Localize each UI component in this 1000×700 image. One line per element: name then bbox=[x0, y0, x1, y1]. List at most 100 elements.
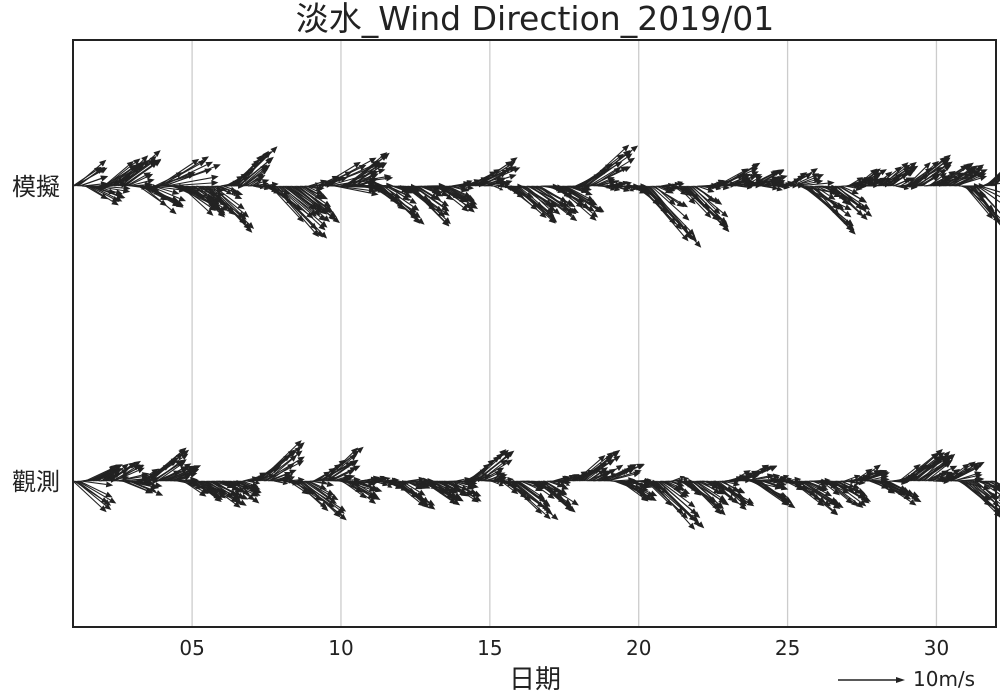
wind-arrow bbox=[189, 185, 226, 218]
wind-arrow bbox=[659, 480, 696, 508]
quiver-key-label: 10m/s bbox=[913, 667, 975, 691]
wind-arrow bbox=[77, 480, 117, 504]
wind-arrow bbox=[214, 480, 238, 497]
wind-arrow bbox=[365, 480, 376, 486]
wind-arrow bbox=[787, 174, 805, 187]
wind-arrow bbox=[732, 177, 747, 187]
wind-arrow bbox=[948, 461, 985, 482]
wind-arrow bbox=[539, 185, 568, 203]
quiver-key: 10m/s bbox=[838, 667, 975, 691]
wind-arrow bbox=[695, 185, 715, 203]
wind-arrow bbox=[738, 180, 751, 187]
x-axis-label: 日期 bbox=[509, 665, 561, 695]
wind-arrow bbox=[648, 185, 692, 240]
wind-arrow bbox=[774, 480, 785, 485]
wind-arrow bbox=[381, 185, 421, 224]
wind-arrow bbox=[116, 155, 149, 187]
wind-arrow bbox=[931, 471, 946, 482]
wind-arrow bbox=[303, 480, 337, 504]
wind-arrow bbox=[360, 179, 375, 187]
wind-arrow bbox=[379, 477, 391, 482]
wind-arrow bbox=[840, 185, 859, 195]
wind-arrow bbox=[881, 162, 909, 187]
wind-arrow bbox=[898, 464, 921, 482]
wind-arrow bbox=[876, 166, 902, 187]
wind-arrow bbox=[401, 480, 426, 496]
wind-arrow bbox=[808, 185, 854, 232]
wind-arrow bbox=[879, 480, 917, 506]
wind-arrow bbox=[768, 476, 780, 482]
wind-arrow bbox=[743, 175, 763, 187]
wind-arrow bbox=[446, 480, 482, 502]
wind-arrow bbox=[663, 185, 675, 192]
wind-arrow bbox=[482, 471, 503, 482]
wind-arrow bbox=[556, 185, 597, 221]
wind-arrow bbox=[506, 480, 543, 515]
wind-arrow bbox=[288, 185, 331, 223]
wind-arrow bbox=[160, 156, 210, 187]
wind-arrow bbox=[262, 450, 303, 482]
wind-arrow bbox=[759, 480, 786, 500]
wind-arrow bbox=[742, 466, 778, 482]
wind-arrow bbox=[165, 174, 219, 187]
wind-arrow bbox=[413, 185, 450, 211]
wind-arrow bbox=[423, 480, 461, 506]
wind-arrow bbox=[93, 464, 118, 482]
wind-arrow bbox=[541, 480, 572, 508]
wind-arrow bbox=[359, 480, 373, 488]
wind-arrow bbox=[114, 464, 144, 482]
quiver-key-arrowhead bbox=[896, 677, 905, 683]
wind-arrow bbox=[860, 175, 881, 187]
wind-arrow bbox=[473, 449, 509, 482]
wind-arrow bbox=[975, 185, 1000, 214]
wind-arrow bbox=[844, 474, 861, 482]
wind-arrow bbox=[755, 170, 785, 187]
wind-arrow bbox=[259, 442, 305, 482]
wind-arrow bbox=[985, 480, 1000, 493]
wind-arrow bbox=[545, 480, 564, 497]
wind-arrow bbox=[278, 185, 328, 228]
wind-arrow bbox=[345, 480, 377, 504]
wind-arrow bbox=[495, 180, 513, 187]
wind-arrow bbox=[524, 185, 555, 214]
x-tick-label: 30 bbox=[924, 636, 949, 660]
wind-arrow bbox=[623, 185, 635, 192]
wind-arrow bbox=[103, 160, 134, 187]
wind-arrow bbox=[489, 180, 501, 187]
wind-arrow bbox=[831, 480, 867, 507]
y-tick-label: 觀測 bbox=[12, 468, 60, 496]
grid-lines bbox=[191, 40, 938, 627]
wind-arrow bbox=[914, 455, 944, 482]
wind-arrow bbox=[158, 158, 200, 187]
wind-arrow bbox=[132, 480, 159, 490]
wind-arrow bbox=[142, 185, 177, 215]
wind-arrow bbox=[626, 480, 655, 498]
wind-arrow bbox=[211, 185, 247, 220]
wind-arrow bbox=[170, 469, 200, 482]
wind-arrow bbox=[509, 185, 547, 219]
wind-arrow bbox=[273, 185, 319, 238]
wind-arrow bbox=[839, 185, 868, 203]
wind-arrow bbox=[212, 185, 245, 210]
wind-arrow bbox=[624, 480, 649, 501]
wind-arrow bbox=[655, 480, 699, 523]
wind-arrow bbox=[127, 173, 154, 187]
wind-arrow bbox=[665, 480, 686, 491]
wind-arrow bbox=[294, 480, 329, 512]
wind-arrow bbox=[400, 480, 425, 502]
wind-arrow bbox=[872, 480, 896, 494]
wind-arrow bbox=[931, 170, 956, 187]
wind-arrow bbox=[268, 463, 295, 482]
wind-arrow bbox=[149, 448, 186, 482]
wind-arrow bbox=[149, 185, 187, 202]
wind-arrow bbox=[583, 144, 630, 187]
wind-arrow bbox=[323, 157, 377, 187]
wind-arrow bbox=[477, 451, 512, 482]
wind-arrow bbox=[588, 157, 636, 187]
wind-arrow bbox=[351, 162, 383, 187]
wind-arrow bbox=[436, 185, 469, 212]
wind-arrow bbox=[118, 150, 161, 187]
wind-arrow bbox=[746, 473, 781, 482]
wind-arrow bbox=[836, 185, 863, 210]
wind-arrow bbox=[773, 474, 790, 482]
